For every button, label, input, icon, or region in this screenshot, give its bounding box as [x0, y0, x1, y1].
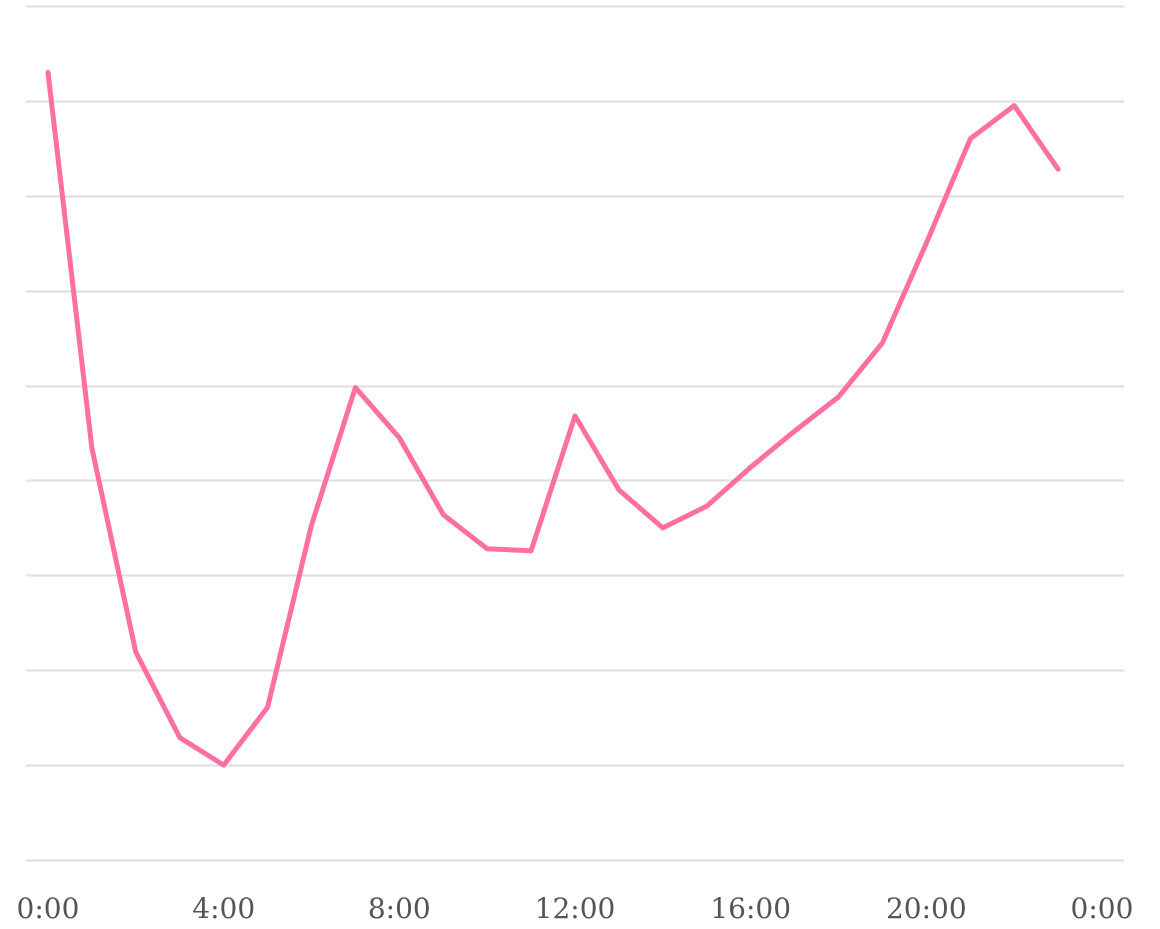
grid-layer [26, 5, 1124, 862]
x-tick-label-2: 8:00 [368, 892, 431, 925]
x-tick-label-4: 16:00 [710, 892, 791, 925]
x-tick-label-6: 0:00 [1071, 892, 1134, 925]
x-tick-label-1: 4:00 [192, 892, 255, 925]
x-tick-label-0: 0:00 [17, 892, 80, 925]
series-layer [45, 69, 1061, 768]
x-tick-label-3: 12:00 [535, 892, 616, 925]
series-line-0 [45, 69, 1061, 768]
x-axis-ticks: 0:00 4:00 8:00 12:00 16:00 20:00 0:00 [17, 892, 1134, 925]
x-tick-label-5: 20:00 [886, 892, 967, 925]
